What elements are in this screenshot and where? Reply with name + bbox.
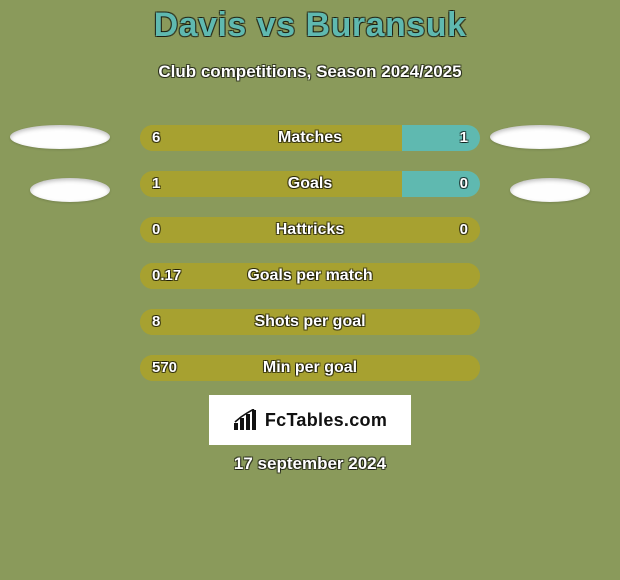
- bars-icon: [233, 409, 259, 431]
- stat-row: 10Goals: [140, 171, 480, 197]
- stat-label: Shots per goal: [140, 309, 480, 335]
- avatar-right-secondary: [510, 178, 590, 202]
- date-label: 17 september 2024: [0, 454, 620, 474]
- avatar-left-secondary: [30, 178, 110, 202]
- stat-label: Matches: [140, 125, 480, 151]
- stat-row: 61Matches: [140, 125, 480, 151]
- stats-container: 61Matches 10Goals 00Hattricks 0.17Goals per…: [140, 125, 480, 381]
- stat-row: 00Hattricks: [140, 217, 480, 243]
- brand-text: FcTables.com: [265, 410, 387, 431]
- stat-label: Goals: [140, 171, 480, 197]
- stat-label: Hattricks: [140, 217, 480, 243]
- stat-row: 8Shots per goal: [140, 309, 480, 335]
- stat-row: 570Min per goal: [140, 355, 480, 381]
- stat-label: Min per goal: [140, 355, 480, 381]
- stat-label: Goals per match: [140, 263, 480, 289]
- avatar-left-primary: [10, 125, 110, 149]
- brand-badge: FcTables.com: [209, 395, 411, 445]
- comparison-card: Davis vs Buransuk Club competitions, Sea…: [0, 0, 620, 580]
- page-title: Davis vs Buransuk: [0, 6, 620, 45]
- avatar-right-primary: [490, 125, 590, 149]
- stat-row: 0.17Goals per match: [140, 263, 480, 289]
- page-subtitle: Club competitions, Season 2024/2025: [0, 62, 620, 82]
